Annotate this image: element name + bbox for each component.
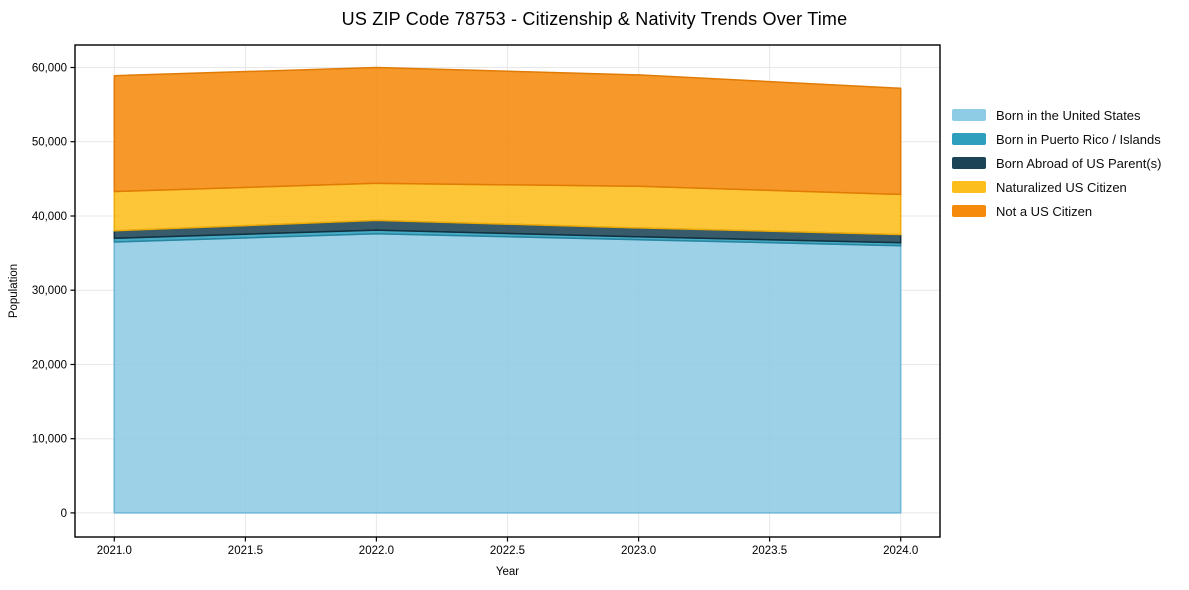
x-tick-label: 2021.0 — [97, 545, 132, 557]
x-tick-label: 2023.0 — [621, 545, 656, 557]
legend-swatch — [952, 181, 986, 193]
legend-item-born-us: Born in the United States — [952, 103, 1161, 127]
legend-label: Born in the United States — [996, 107, 1141, 123]
legend-swatch — [952, 157, 986, 169]
y-tick-label: 0 — [61, 508, 67, 520]
x-tick-label: 2021.5 — [228, 545, 263, 557]
legend-item-born-abroad: Born Abroad of US Parent(s) — [952, 151, 1161, 175]
y-tick-label: 10,000 — [32, 434, 67, 446]
legend-swatch — [952, 109, 986, 121]
y-axis-label: Population — [8, 263, 20, 319]
y-tick-label: 40,000 — [32, 211, 67, 223]
chart-title: US ZIP Code 78753 - Citizenship & Nativi… — [341, 9, 848, 29]
legend-swatch — [952, 133, 986, 145]
area-born-us — [113, 233, 902, 514]
x-tick-label: 2023.5 — [752, 545, 787, 557]
legend: Born in the United States Born in Puerto… — [952, 103, 1161, 223]
legend-label: Born in Puerto Rico / Islands — [996, 131, 1161, 147]
y-tick-label: 20,000 — [32, 360, 67, 372]
y-tick-label: 30,000 — [32, 285, 67, 297]
area-not-citizen — [113, 66, 902, 196]
y-tick-label: 60,000 — [32, 63, 67, 75]
legend-item-not-citizen: Not a US Citizen — [952, 199, 1161, 223]
legend-item-born-pr-islands: Born in Puerto Rico / Islands — [952, 127, 1161, 151]
legend-swatch — [952, 205, 986, 217]
x-tick-label: 2022.5 — [490, 545, 525, 557]
x-tick-label: 2022.0 — [359, 545, 394, 557]
x-axis-label: Year — [495, 566, 520, 578]
legend-label: Born Abroad of US Parent(s) — [996, 155, 1162, 171]
x-tick-label: 2024.0 — [883, 545, 918, 557]
legend-item-naturalized: Naturalized US Citizen — [952, 175, 1161, 199]
legend-label: Naturalized US Citizen — [996, 179, 1127, 195]
y-tick-label: 50,000 — [32, 137, 67, 149]
legend-label: Not a US Citizen — [996, 203, 1093, 219]
